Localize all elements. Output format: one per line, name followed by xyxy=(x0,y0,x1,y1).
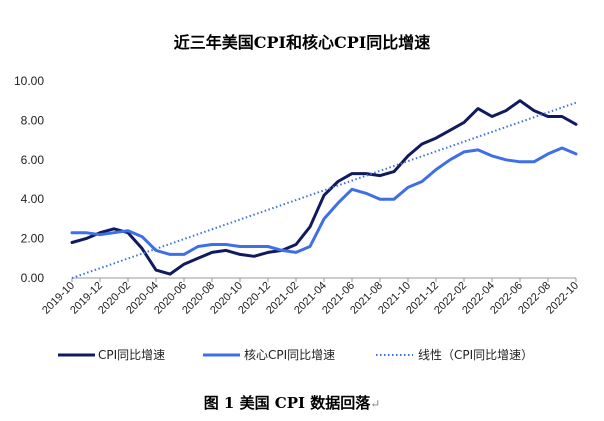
legend-label-trend: 线性（CPI同比增速） xyxy=(418,348,533,362)
legend-label-core-cpi: 核心CPI同比增速 xyxy=(244,348,335,362)
y-axis-ticks: 0.00 2.00 4.00 6.00 8.00 10.00 xyxy=(14,74,44,285)
series-layer xyxy=(70,99,578,279)
series-line-core-cpi xyxy=(70,146,578,256)
y-tick-label: 0.00 xyxy=(21,271,45,285)
legend: CPI同比增速 核心CPI同比增速 线性（CPI同比增速） xyxy=(58,348,533,362)
y-tick-label: 6.00 xyxy=(21,153,45,167)
y-tick-label: 10.00 xyxy=(14,74,44,88)
chart-title: 近三年美国CPI和核心CPI同比增速 xyxy=(174,33,431,52)
x-axis-ticks: 2019-102019-122020-022020-042020-062020-… xyxy=(40,278,581,317)
y-tick-label: 4.00 xyxy=(21,192,45,206)
figure-caption-text: 图 1 美国 CPI 数据回落 xyxy=(204,394,372,412)
y-tick-label: 2.00 xyxy=(21,232,45,246)
paragraph-mark: ↵ xyxy=(370,397,380,411)
series-line-cpi xyxy=(70,99,578,276)
series-line-trend xyxy=(71,101,577,279)
y-tick-label: 8.00 xyxy=(21,113,45,127)
figure-caption: 图 1 美国 CPI 数据回落↵ xyxy=(204,394,381,412)
legend-label-cpi: CPI同比增速 xyxy=(98,348,165,362)
